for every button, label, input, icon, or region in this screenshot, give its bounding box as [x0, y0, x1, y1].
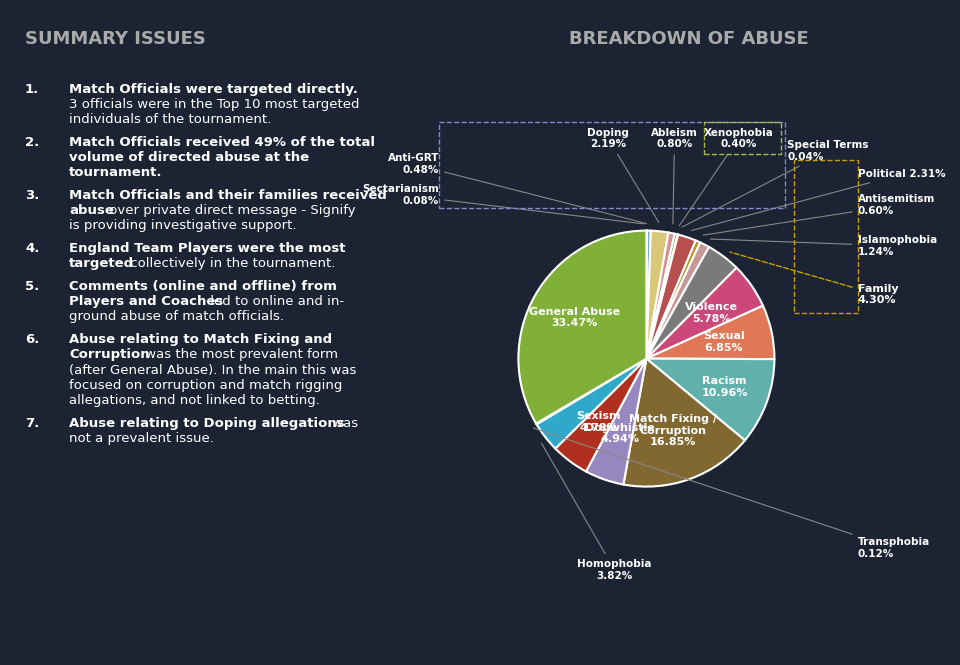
- Text: Antisemitism
0.60%: Antisemitism 0.60%: [704, 194, 935, 235]
- Wedge shape: [536, 358, 646, 424]
- Text: Anti-GRT
0.48%: Anti-GRT 0.48%: [388, 153, 646, 223]
- Text: abuse: abuse: [69, 204, 114, 217]
- Text: Racism
10.96%: Racism 10.96%: [702, 376, 748, 398]
- Text: 7.: 7.: [25, 416, 39, 430]
- Text: Islamophobia
1.24%: Islamophobia 1.24%: [710, 235, 937, 257]
- Text: Comments (online and offline) from: Comments (online and offline) from: [69, 281, 337, 293]
- Text: 2.: 2.: [25, 136, 39, 149]
- Text: Sexism
4.78%: Sexism 4.78%: [577, 412, 621, 433]
- Text: Abuse relating to Doping allegations: Abuse relating to Doping allegations: [69, 416, 345, 430]
- Text: Players and Coaches: Players and Coaches: [69, 295, 223, 309]
- Wedge shape: [586, 358, 646, 485]
- Text: Match Officials received 49% of the total: Match Officials received 49% of the tota…: [69, 136, 375, 149]
- Text: allegations, and not linked to betting.: allegations, and not linked to betting.: [69, 394, 320, 407]
- Text: collectively in the tournament.: collectively in the tournament.: [127, 257, 336, 271]
- Text: Transphobia
0.12%: Transphobia 0.12%: [534, 428, 930, 559]
- Text: Match Officials were targeted directly.: Match Officials were targeted directly.: [69, 83, 358, 96]
- Wedge shape: [646, 358, 775, 440]
- Text: not a prevalent issue.: not a prevalent issue.: [69, 432, 214, 445]
- Text: Special Terms
0.04%: Special Terms 0.04%: [682, 140, 869, 227]
- Text: was the most prevalent form: was the most prevalent form: [141, 348, 338, 362]
- Text: 1.: 1.: [25, 83, 39, 96]
- Text: Xenophobia
0.40%: Xenophobia 0.40%: [680, 128, 774, 225]
- Text: 4.: 4.: [25, 242, 39, 255]
- Wedge shape: [646, 243, 709, 358]
- Text: tournament.: tournament.: [69, 166, 162, 180]
- Text: volume of directed abuse at the: volume of directed abuse at the: [69, 151, 309, 164]
- Wedge shape: [555, 358, 646, 471]
- Wedge shape: [646, 231, 668, 358]
- Text: Violence
5.78%: Violence 5.78%: [685, 303, 738, 324]
- Wedge shape: [646, 306, 775, 359]
- Text: BREAKDOWN OF ABUSE: BREAKDOWN OF ABUSE: [569, 30, 808, 48]
- Text: ground abuse of match officials.: ground abuse of match officials.: [69, 311, 284, 323]
- Wedge shape: [646, 268, 763, 358]
- Text: targeted: targeted: [69, 257, 134, 271]
- Wedge shape: [518, 231, 646, 424]
- Wedge shape: [537, 358, 646, 449]
- Wedge shape: [646, 235, 678, 358]
- Text: Political 2.31%: Political 2.31%: [692, 170, 946, 231]
- Text: Doping
2.19%: Doping 2.19%: [588, 128, 659, 223]
- Text: Sexual
6.85%: Sexual 6.85%: [703, 331, 745, 353]
- Text: Ableism
0.80%: Ableism 0.80%: [651, 128, 698, 224]
- Text: SUMMARY ISSUES: SUMMARY ISSUES: [25, 30, 206, 48]
- Text: individuals of the tournament.: individuals of the tournament.: [69, 113, 271, 126]
- Text: over private direct message - Signify: over private direct message - Signify: [105, 204, 355, 217]
- Text: 5.: 5.: [25, 281, 39, 293]
- Text: General Abuse
33.47%: General Abuse 33.47%: [529, 307, 620, 328]
- Wedge shape: [646, 235, 696, 358]
- Wedge shape: [623, 358, 745, 487]
- Text: 3.: 3.: [25, 190, 39, 202]
- Text: Homophobia
3.82%: Homophobia 3.82%: [541, 444, 652, 581]
- Text: is providing investigative support.: is providing investigative support.: [69, 219, 297, 233]
- Text: Match Officials and their families received: Match Officials and their families recei…: [69, 190, 387, 202]
- Text: Dogwhistle
4.94%: Dogwhistle 4.94%: [586, 423, 655, 444]
- Text: Corruption: Corruption: [69, 348, 150, 362]
- Wedge shape: [646, 231, 651, 358]
- Text: Family
4.30%: Family 4.30%: [730, 252, 899, 305]
- Wedge shape: [646, 233, 675, 358]
- Text: England Team Players were the most: England Team Players were the most: [69, 242, 346, 255]
- Text: Sectarianism
0.08%: Sectarianism 0.08%: [362, 184, 644, 224]
- Text: 6.: 6.: [25, 333, 39, 346]
- Text: focused on corruption and match rigging: focused on corruption and match rigging: [69, 378, 343, 392]
- Text: 3 officials were in the Top 10 most targeted: 3 officials were in the Top 10 most targ…: [69, 98, 359, 111]
- Wedge shape: [646, 234, 678, 358]
- Wedge shape: [646, 241, 700, 358]
- Text: was: was: [328, 416, 358, 430]
- Wedge shape: [646, 247, 736, 358]
- Text: Abuse relating to Match Fixing and: Abuse relating to Match Fixing and: [69, 333, 332, 346]
- Text: (after General Abuse). In the main this was: (after General Abuse). In the main this …: [69, 364, 356, 376]
- Text: Match Fixing /
Corruption
16.85%: Match Fixing / Corruption 16.85%: [629, 414, 716, 448]
- Text: led to online and in-: led to online and in-: [205, 295, 344, 309]
